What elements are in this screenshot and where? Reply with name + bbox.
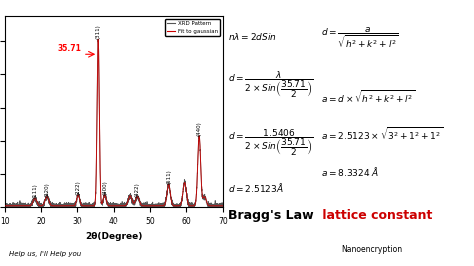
Text: 35.71: 35.71 — [58, 44, 82, 53]
Text: (111): (111) — [32, 184, 37, 198]
Text: Bragg's Law: Bragg's Law — [228, 209, 313, 222]
Text: (440): (440) — [197, 121, 201, 136]
Text: SUBSCRIBE: SUBSCRIBE — [189, 250, 237, 259]
X-axis label: 2θ(Degree): 2θ(Degree) — [85, 232, 143, 241]
Text: $a = d \times \sqrt{h^2 + k^2 + l^2}$: $a = d \times \sqrt{h^2 + k^2 + l^2}$ — [321, 89, 415, 106]
Text: $a = 8.3324\ \AA$: $a = 8.3324\ \AA$ — [321, 165, 379, 178]
Text: $d = \dfrac{\lambda}{2 \times Sin\left(\dfrac{35.71}{2}\right)}$: $d = \dfrac{\lambda}{2 \times Sin\left(\… — [228, 70, 313, 100]
Text: $d = \dfrac{a}{\sqrt{h^2 + k^2 + l^2}}$: $d = \dfrac{a}{\sqrt{h^2 + k^2 + l^2}}$ — [321, 26, 399, 51]
Text: $d = \dfrac{1.5406}{2 \times Sin\left(\dfrac{35.71}{2}\right)}$: $d = \dfrac{1.5406}{2 \times Sin\left(\d… — [228, 127, 313, 158]
Text: $n\lambda = 2dSin$: $n\lambda = 2dSin$ — [228, 31, 277, 42]
Text: lattice constant: lattice constant — [318, 209, 433, 222]
Legend: XRD Pattern, Fit to gaussian: XRD Pattern, Fit to gaussian — [165, 19, 220, 36]
Text: $d = 2.5123\AA$: $d = 2.5123\AA$ — [228, 181, 283, 194]
Text: Help us, I'll Help you: Help us, I'll Help you — [9, 251, 82, 257]
Text: $a = 2.5123 \times \sqrt{3^2 + 1^2 + 1^2}$: $a = 2.5123 \times \sqrt{3^2 + 1^2 + 1^2… — [321, 125, 443, 143]
Text: (422): (422) — [135, 182, 140, 197]
Text: (222): (222) — [76, 180, 81, 195]
Text: Estimate d-spacing (d) and lattice constant (a) for cubic crystal system: Estimate d-spacing (d) and lattice const… — [68, 222, 406, 231]
Text: (311): (311) — [96, 24, 100, 39]
Text: (400): (400) — [102, 180, 107, 195]
Text: Nanoencryption: Nanoencryption — [341, 245, 402, 254]
Text: (511): (511) — [166, 169, 171, 184]
Text: (220): (220) — [45, 182, 49, 197]
